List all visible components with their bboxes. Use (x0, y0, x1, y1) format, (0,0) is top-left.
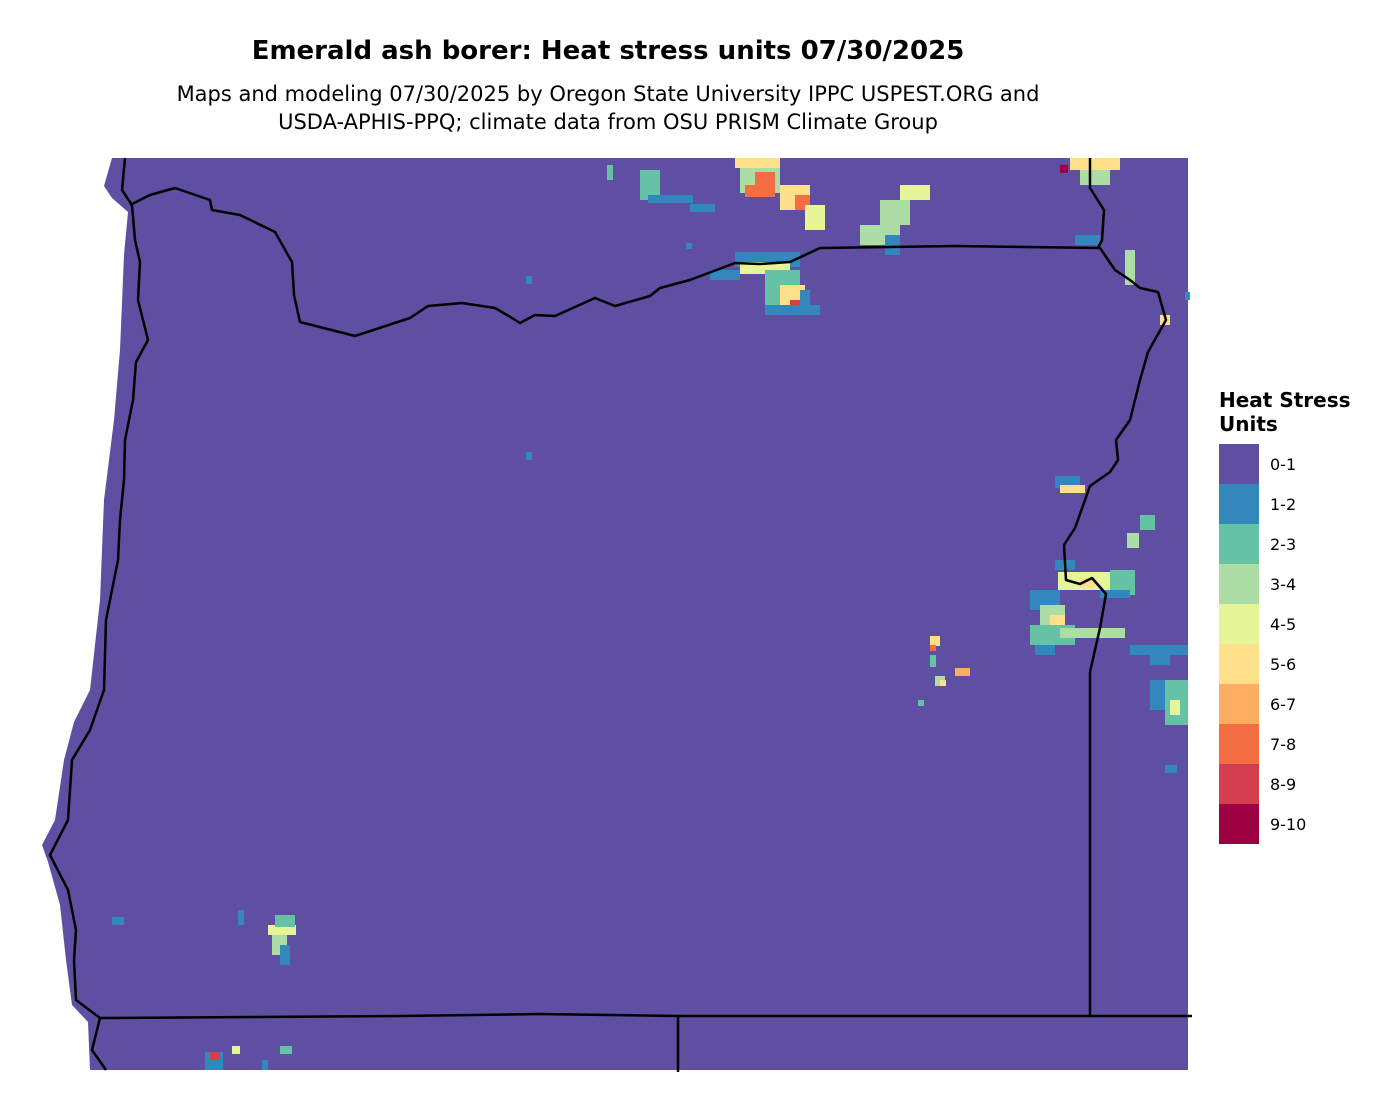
coastline (48, 157, 150, 1071)
heat-stress-cell (526, 452, 532, 460)
legend-label: 7-8 (1270, 734, 1297, 754)
heat-stress-cell (280, 945, 290, 965)
heat-stress-cell (1035, 645, 1055, 655)
heat-stress-cell (940, 680, 946, 686)
heat-stress-cell (1070, 158, 1120, 170)
heat-stress-cell (1080, 578, 1095, 588)
legend-swatch (1219, 764, 1259, 804)
heat-stress-cell (238, 910, 244, 925)
heat-stress-cell (1050, 615, 1065, 627)
legend-item: 1-2 (1219, 484, 1351, 524)
heat-stress-cell (1100, 590, 1130, 598)
heat-stress-cell (930, 655, 936, 667)
heat-stress-cell (805, 205, 825, 230)
heat-stress-cell (1060, 485, 1085, 493)
legend-swatch (1219, 564, 1259, 604)
heat-stress-cell (1060, 165, 1068, 173)
heat-stress-cell (1165, 765, 1177, 773)
oregon-california-border (99, 1012, 1192, 1020)
legend-swatch (1219, 484, 1259, 524)
legend-item: 7-8 (1219, 724, 1351, 764)
legend-item: 9-10 (1219, 804, 1351, 844)
subtitle-line-1: Maps and modeling 07/30/2025 by Oregon S… (176, 82, 1040, 106)
heat-stress-cell (930, 645, 936, 651)
legend-label: 2-3 (1270, 534, 1297, 554)
heat-stress-cell (686, 243, 692, 249)
heat-stress-cell (526, 276, 532, 284)
heat-stress-cell (790, 300, 800, 308)
heat-stress-cell (1170, 700, 1180, 715)
heat-stress-cell (1130, 645, 1188, 655)
legend-item: 0-1 (1219, 444, 1351, 484)
heat-stress-cell (262, 1060, 268, 1070)
heat-stress-cell (1150, 655, 1170, 665)
legend-item: 3-4 (1219, 564, 1351, 604)
heat-stress-cell (232, 1046, 240, 1054)
legend-swatch (1219, 444, 1259, 484)
heat-stress-cell (735, 158, 780, 168)
columbia-river-border (129, 186, 1168, 673)
heat-stress-cell (955, 668, 970, 676)
heat-stress-cell (268, 925, 296, 935)
legend-label: 3-4 (1270, 574, 1297, 594)
legend-item: 4-5 (1219, 604, 1351, 644)
heat-stress-cell (280, 1046, 292, 1054)
legend-swatch (1219, 804, 1259, 844)
map-title: Emerald ash borer: Heat stress units 07/… (251, 36, 965, 66)
legend: Heat Stress Units 0-1 1-2 2-3 3-4 4-5 5-6 6-7 7… (1219, 388, 1351, 844)
heat-stress-cell (885, 235, 900, 255)
map-subtitle: Maps and modeling 07/30/2025 by Oregon S… (0, 80, 1216, 136)
legend-label: 8-9 (1270, 774, 1297, 794)
legend-swatch (1219, 724, 1259, 764)
legend-label: 1-2 (1270, 494, 1297, 514)
heat-stress-patches (112, 158, 1190, 1070)
legend-item: 2-3 (1219, 524, 1351, 564)
heat-stress-cell (800, 290, 810, 305)
heat-stress-cell (607, 165, 613, 180)
heat-stress-cell (1150, 680, 1165, 710)
heat-stress-cell (1127, 533, 1139, 548)
legend-label: 0-1 (1270, 454, 1297, 474)
legend-swatch (1219, 524, 1259, 564)
legend-label: 4-5 (1270, 614, 1297, 634)
legend-title-line-2: Units (1219, 412, 1278, 436)
legend-title-line-1: Heat Stress (1219, 388, 1351, 412)
heat-stress-cell (880, 200, 910, 225)
legend-swatch (1219, 604, 1259, 644)
legend-label: 9-10 (1270, 814, 1307, 834)
heat-stress-cell (900, 185, 930, 200)
heat-stress-cell (1140, 515, 1155, 530)
heat-stress-cell (210, 1052, 220, 1060)
heat-stress-cell (710, 270, 740, 280)
land-raster (42, 158, 1188, 1070)
heat-stress-cell (765, 305, 820, 315)
heat-stress-cell (930, 636, 940, 646)
legend-item: 8-9 (1219, 764, 1351, 804)
heat-stress-cell (1125, 250, 1135, 285)
legend-label: 6-7 (1270, 694, 1297, 714)
subtitle-line-2: USDA-APHIS-PPQ; climate data from OSU PR… (278, 110, 938, 134)
heat-stress-cell (918, 700, 924, 706)
legend-item: 5-6 (1219, 644, 1351, 684)
heat-stress-cell (1060, 628, 1125, 638)
heat-stress-cell (1075, 235, 1100, 245)
heat-stress-cell (648, 195, 693, 203)
heat-stress-cell (640, 170, 660, 200)
heat-stress-cell (690, 204, 715, 212)
legend-label: 5-6 (1270, 654, 1297, 674)
heat-stress-cell (1185, 292, 1190, 300)
heat-stress-cell (112, 917, 124, 925)
washington-idaho-border (1088, 158, 1106, 249)
legend-swatch (1219, 684, 1259, 724)
legend-swatch (1219, 644, 1259, 684)
legend-title: Heat Stress Units (1219, 388, 1351, 436)
heat-stress-cell (275, 915, 295, 927)
heat-stress-cell (1080, 170, 1110, 185)
legend-item: 6-7 (1219, 684, 1351, 724)
heat-stress-cell (745, 185, 775, 197)
